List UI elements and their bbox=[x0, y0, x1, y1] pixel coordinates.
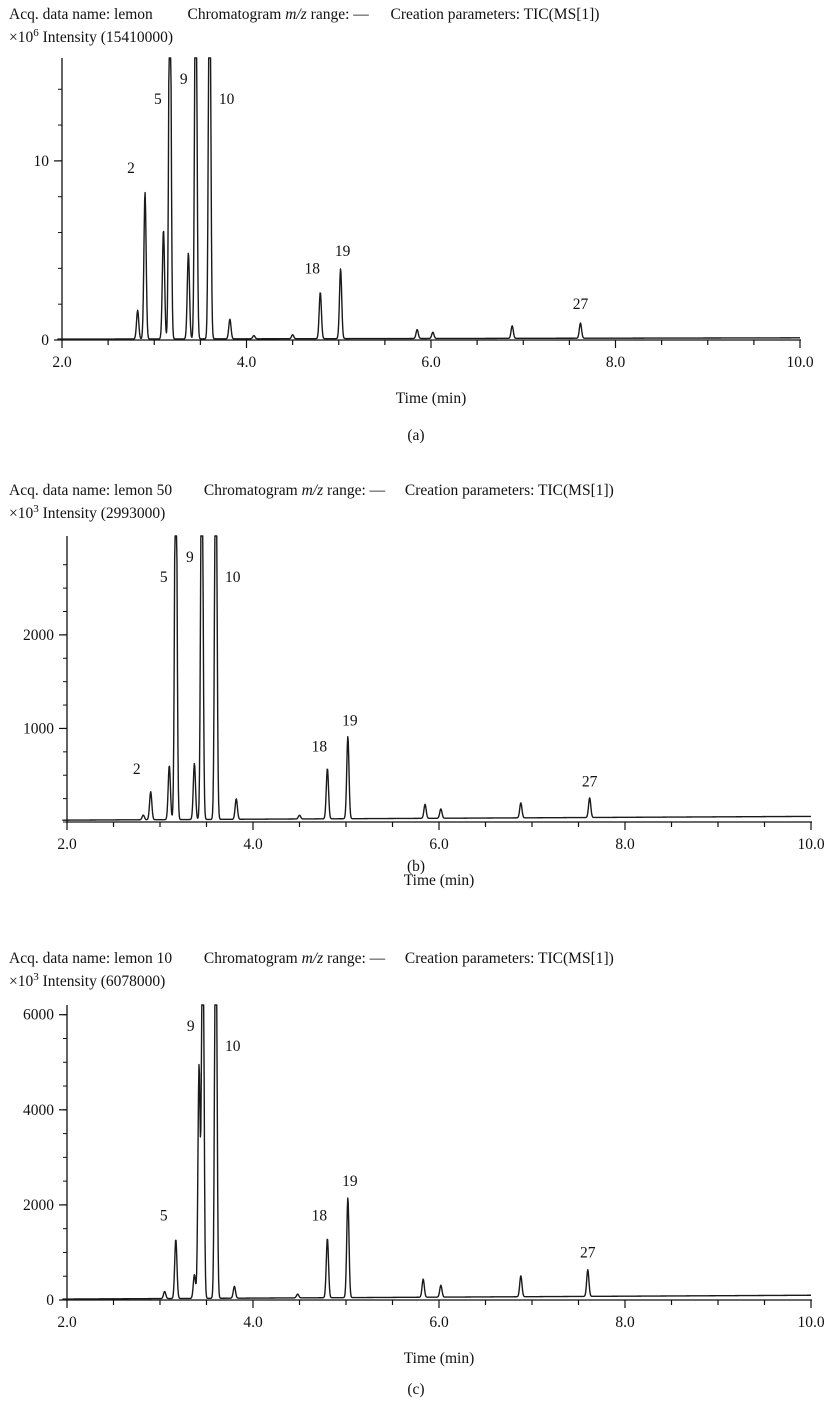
peak-label-5: 5 bbox=[154, 91, 162, 108]
range-label-mz: m/z bbox=[301, 950, 324, 967]
y-tick-label: 1000 bbox=[23, 720, 54, 737]
intensity-label: Intensity (6078000) bbox=[42, 973, 166, 991]
tic-trace-line bbox=[62, 1004, 812, 1300]
peak-label-19: 19 bbox=[335, 243, 351, 260]
peak-label-27: 27 bbox=[573, 296, 589, 313]
peak-label-18: 18 bbox=[305, 260, 321, 277]
acq-name: lemon bbox=[114, 6, 153, 23]
panel-b-scale-line: ×103 Intensity (2993000) bbox=[9, 504, 165, 522]
panel-c-caption: (c) bbox=[407, 1381, 425, 1398]
range-label-pre: Chromatogram bbox=[187, 6, 282, 23]
tic-trace-line bbox=[62, 535, 812, 821]
peak-label-18: 18 bbox=[312, 1208, 328, 1225]
x-tick-label: 4.0 bbox=[243, 836, 263, 853]
y-tick-label: 2000 bbox=[23, 1197, 54, 1214]
peak-label-9: 9 bbox=[187, 1018, 195, 1035]
peak-label-9: 9 bbox=[186, 549, 194, 566]
acq-label: Acq. data name: bbox=[9, 6, 111, 23]
panel-c-header: Acq. data name: lemon 10 Chromatogram m/… bbox=[9, 951, 614, 967]
chromatogram-plot-b: 2.0 4.0 6.0 8.0 10.0 1000 2000 2 5 9 10 18 19 27 Time … bbox=[23, 535, 825, 889]
acq-label: Acq. data name: bbox=[9, 950, 111, 967]
x-tick-label: 10.0 bbox=[786, 354, 813, 371]
panel-b-caption: (b) bbox=[406, 858, 426, 875]
x-tick-label: 8.0 bbox=[606, 354, 626, 371]
panel-c-scale-line: ×103 Intensity (6078000) bbox=[9, 972, 165, 990]
peak-label-19: 19 bbox=[342, 713, 358, 730]
creation-label: Creation parameters: bbox=[390, 6, 521, 23]
x-axis-title: Time (min) bbox=[396, 390, 466, 407]
y-tick-label: 2000 bbox=[23, 627, 54, 644]
creation-label: Creation parameters: bbox=[404, 482, 535, 499]
x-axis-title: Time (min) bbox=[404, 872, 474, 889]
y-tick-label: 0 bbox=[46, 1292, 54, 1309]
panel-b-header: Acq. data name: lemon 50 Chromatogram m/… bbox=[9, 483, 614, 499]
creation-value: TIC(MS[1]) bbox=[538, 950, 614, 967]
intensity-label: Intensity (15410000) bbox=[42, 29, 174, 47]
range-label-pre: Chromatogram bbox=[203, 950, 298, 967]
acq-name: lemon 50 bbox=[114, 482, 173, 499]
chromatogram-plot-c: 2.0 4.0 6.0 8.0 10.0 0 2000 4000 6000 5 9 10 18 19 27 T… bbox=[23, 1004, 825, 1367]
range-label-post: range: — bbox=[327, 482, 386, 499]
range-label-pre: Chromatogram bbox=[203, 482, 298, 499]
peak-label-5: 5 bbox=[160, 569, 168, 586]
x-tick-label: 2.0 bbox=[52, 354, 72, 371]
intensity-label: Intensity (2993000) bbox=[42, 505, 166, 523]
tic-trace-line bbox=[57, 57, 801, 340]
y-tick-label: 0 bbox=[41, 332, 49, 349]
x-tick-label: 10.0 bbox=[797, 1314, 824, 1331]
peak-label-27: 27 bbox=[582, 773, 598, 790]
peak-label-9: 9 bbox=[180, 71, 188, 88]
peak-label-10: 10 bbox=[219, 91, 235, 108]
panel-a-scale-line: ×106 Intensity (15410000) bbox=[9, 28, 173, 46]
chromatogram-plot-a: 2.0 4.0 6.0 8.0 10.0 0 10 2 5 9 10 18 19 27 Time (min) bbox=[34, 57, 814, 407]
y-tick-label: 10 bbox=[34, 153, 50, 170]
scale-exponent: 6 bbox=[33, 27, 39, 39]
panel-a-header: Acq. data name: lemon Chromatogram m/z r… bbox=[9, 7, 599, 23]
y-tick-label: 6000 bbox=[23, 1007, 54, 1024]
peak-label-27: 27 bbox=[580, 1244, 596, 1261]
x-tick-label: 4.0 bbox=[237, 354, 257, 371]
peak-label-18: 18 bbox=[312, 738, 328, 755]
peak-label-2: 2 bbox=[133, 761, 141, 778]
creation-label: Creation parameters: bbox=[404, 950, 535, 967]
chromatogram-panel-b: Acq. data name: lemon 50 Chromatogram m/… bbox=[0, 470, 832, 938]
scale-exponent: 3 bbox=[33, 971, 39, 983]
creation-value: TIC(MS[1]) bbox=[523, 6, 600, 23]
peak-label-5: 5 bbox=[160, 1208, 168, 1225]
x-axis-title: Time (min) bbox=[404, 1350, 474, 1367]
x-tick-label: 6.0 bbox=[429, 1314, 449, 1331]
creation-value: TIC(MS[1]) bbox=[538, 482, 614, 499]
range-label-post: range: — bbox=[327, 950, 386, 967]
chromatogram-panel-c: Acq. data name: lemon 10 Chromatogram m/… bbox=[0, 938, 832, 1406]
scale-exponent: 3 bbox=[33, 503, 39, 515]
x-tick-label: 2.0 bbox=[57, 1314, 77, 1331]
scale-prefix: ×10 bbox=[9, 505, 34, 523]
peak-label-19: 19 bbox=[342, 1173, 358, 1190]
range-label-mz: m/z bbox=[301, 482, 324, 499]
x-tick-label: 4.0 bbox=[243, 1314, 263, 1331]
scale-prefix: ×10 bbox=[9, 29, 34, 47]
peak-label-10: 10 bbox=[225, 569, 241, 586]
acq-name: lemon 10 bbox=[114, 950, 173, 967]
x-tick-label: 2.0 bbox=[57, 836, 77, 853]
x-tick-label: 10.0 bbox=[797, 836, 824, 853]
x-tick-label: 8.0 bbox=[615, 1314, 635, 1331]
acq-label: Acq. data name: bbox=[9, 482, 111, 499]
x-tick-label: 8.0 bbox=[615, 836, 635, 853]
range-label-post: range: — bbox=[310, 6, 369, 23]
x-tick-label: 6.0 bbox=[429, 836, 449, 853]
peak-label-10: 10 bbox=[225, 1038, 241, 1055]
range-label-mz: m/z bbox=[285, 6, 307, 23]
panel-a-caption: (a) bbox=[407, 427, 425, 444]
y-tick-label: 4000 bbox=[23, 1102, 54, 1119]
x-tick-label: 6.0 bbox=[421, 354, 441, 371]
chromatogram-panel-a: Acq. data name: lemon Chromatogram m/z r… bbox=[0, 0, 832, 470]
peak-label-2: 2 bbox=[127, 160, 135, 177]
scale-prefix: ×10 bbox=[9, 973, 34, 991]
